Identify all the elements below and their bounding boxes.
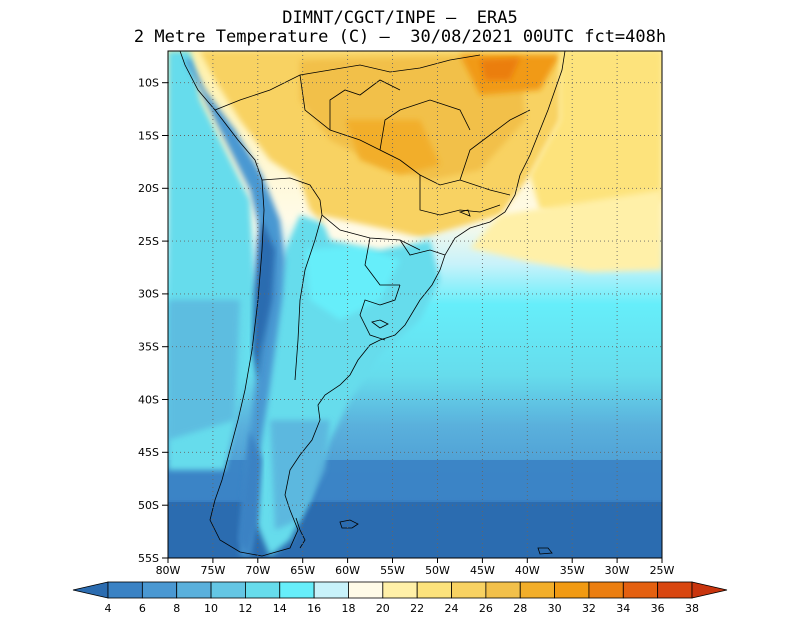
lat-label-15s: 15S <box>138 129 159 142</box>
colorbar-label: 18 <box>341 602 355 615</box>
colorbar-swatch <box>107 581 143 599</box>
colorbar-label: 30 <box>548 602 562 615</box>
gridlines <box>168 51 662 558</box>
lon-label-60w: 60W <box>335 564 360 577</box>
lat-label-30s: 30S <box>138 288 159 301</box>
lon-label-40w: 40W <box>515 564 540 577</box>
colorbar-label: 6 <box>139 602 146 615</box>
colorbar-swatch <box>176 581 212 599</box>
colorbar-label: 24 <box>445 602 459 615</box>
lon-label-70w: 70W <box>245 564 270 577</box>
colorbar-label: 36 <box>651 602 665 615</box>
colorbar-label: 10 <box>204 602 218 615</box>
lat-tick-labels: 10S 15S 20S 25S 30S 35S 40S 45S 50S 55S <box>138 77 159 565</box>
colorbar-swatch <box>313 581 349 599</box>
lon-tick-labels: 80W 75W 70W 65W 60W 55W 50W 45W 40W 35W … <box>156 564 675 577</box>
colorbar-swatch <box>519 581 555 599</box>
colorbar-swatch <box>622 581 659 599</box>
colorbar-swatch <box>210 581 246 599</box>
colorbar-swatch <box>245 581 281 599</box>
lat-label-10s: 10S <box>138 77 159 90</box>
lat-ticks <box>162 82 168 559</box>
coastlines <box>179 51 566 557</box>
colorbar-label: 20 <box>376 602 390 615</box>
lon-label-65w: 65W <box>290 564 315 577</box>
temperature-field <box>168 51 662 558</box>
lat-label-45s: 45S <box>138 446 159 459</box>
lat-label-20s: 20S <box>138 182 159 195</box>
colorbar-label: 14 <box>273 602 287 615</box>
colorbar-label: 28 <box>513 602 527 615</box>
lat-label-25s: 25S <box>138 235 159 248</box>
islands <box>339 209 553 555</box>
colorbar-swatch <box>485 581 521 599</box>
lon-label-30w: 30W <box>605 564 630 577</box>
map-title-line1: DIMNT/CGCT/INPE – ERA5 <box>282 8 518 28</box>
colorbar-swatch <box>554 581 590 599</box>
colorbar-label: 26 <box>479 602 493 615</box>
lon-label-50w: 50W <box>425 564 450 577</box>
lon-ticks <box>167 558 663 563</box>
lon-label-55w: 55W <box>380 564 405 577</box>
colorbar-swatch <box>416 581 452 599</box>
colorbar-label: 8 <box>173 602 180 615</box>
lat-label-50s: 50S <box>138 499 159 512</box>
colorbar-arrow-low <box>72 581 109 599</box>
colorbar-label: 34 <box>616 602 630 615</box>
lat-label-40s: 40S <box>138 393 159 406</box>
colorbar-swatch <box>451 581 487 599</box>
colorbar: 4 6 8 10 12 14 16 18 20 22 24 26 28 30 32 34 36 38 <box>72 581 728 615</box>
lat-label-35s: 35S <box>138 341 159 354</box>
colorbar-swatch <box>382 581 418 599</box>
map-title-line2: 2 Metre Temperature (C) – 30/08/2021 00U… <box>133 27 667 47</box>
colorbar-swatch <box>279 581 315 599</box>
colorbar-arrow-high <box>691 581 728 599</box>
colorbar-swatch <box>348 581 384 599</box>
colorbar-label: 38 <box>685 602 699 615</box>
colorbar-label: 22 <box>410 602 424 615</box>
map-frame <box>167 50 663 559</box>
colorbar-swatch <box>657 581 693 599</box>
lat-label-55s: 55S <box>138 552 159 565</box>
colorbar-swatch <box>588 581 624 599</box>
lon-label-25w: 25W <box>650 564 675 577</box>
colorbar-label: 32 <box>582 602 596 615</box>
lon-label-35w: 35W <box>560 564 585 577</box>
lon-label-75w: 75W <box>200 564 225 577</box>
colorbar-label: 4 <box>105 602 112 615</box>
lon-label-45w: 45W <box>470 564 495 577</box>
colorbar-label: 16 <box>307 602 321 615</box>
colorbar-label: 12 <box>238 602 252 615</box>
lon-label-80w: 80W <box>156 564 181 577</box>
colorbar-swatch <box>141 581 178 599</box>
